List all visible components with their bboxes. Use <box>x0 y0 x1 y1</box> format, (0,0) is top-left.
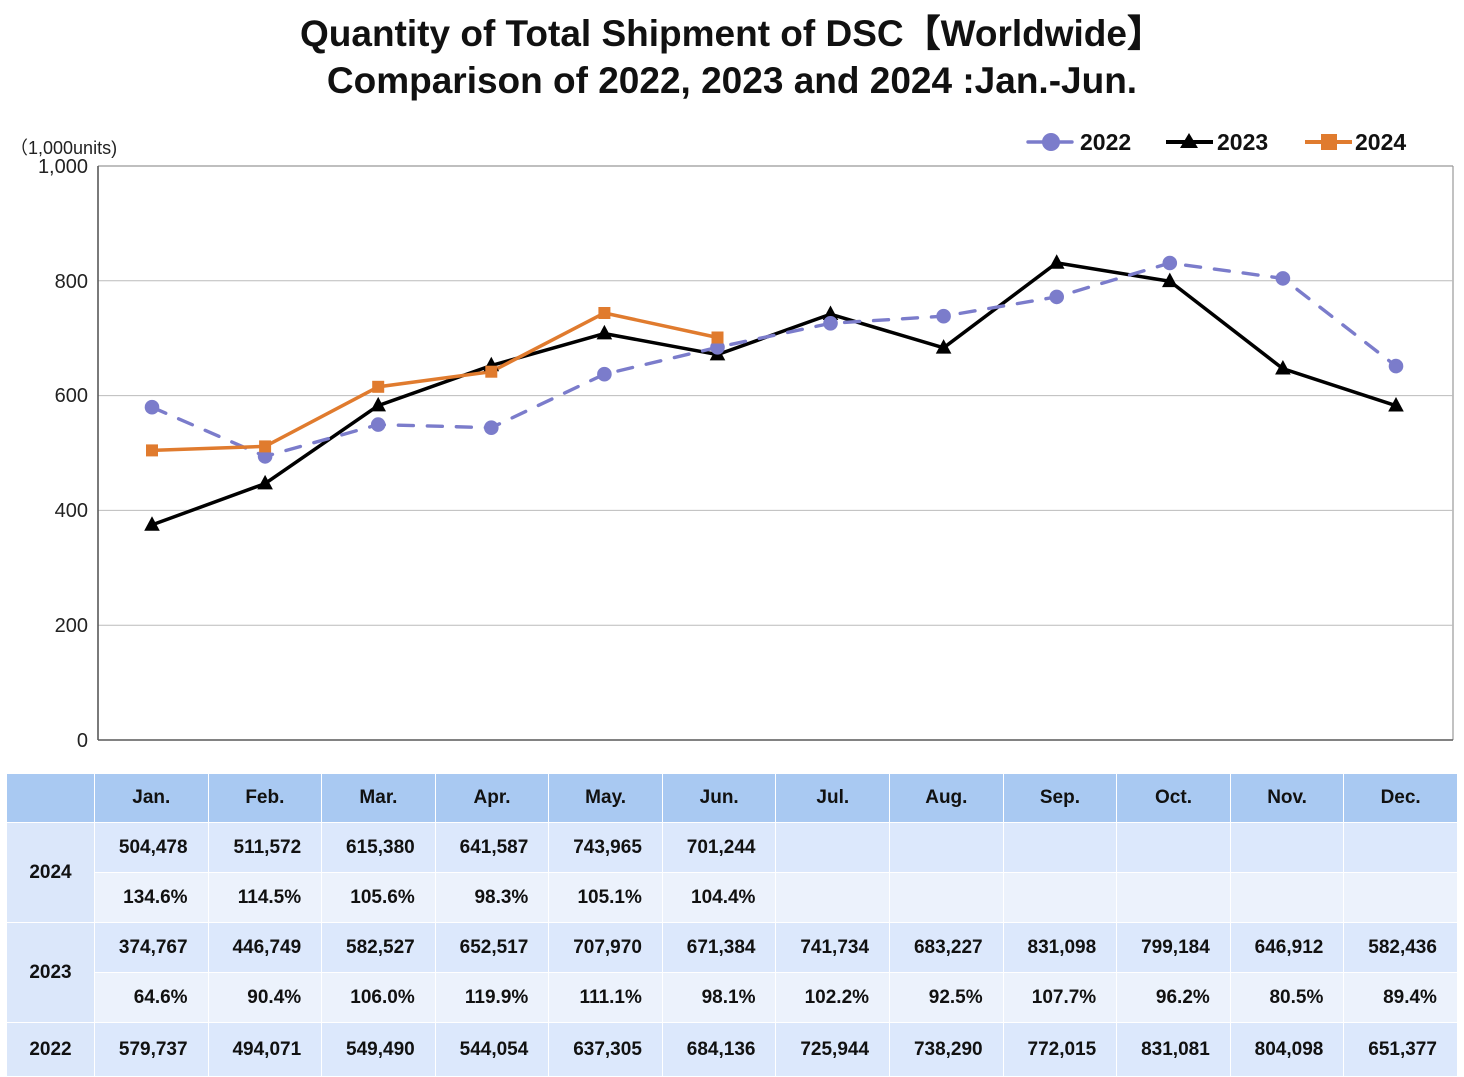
svg-text:200: 200 <box>55 615 88 637</box>
svg-text:400: 400 <box>55 500 88 522</box>
svg-text:800: 800 <box>55 271 88 293</box>
svg-text:0: 0 <box>77 730 88 752</box>
svg-text:600: 600 <box>55 385 88 407</box>
svg-text:1,000: 1,000 <box>38 156 88 178</box>
